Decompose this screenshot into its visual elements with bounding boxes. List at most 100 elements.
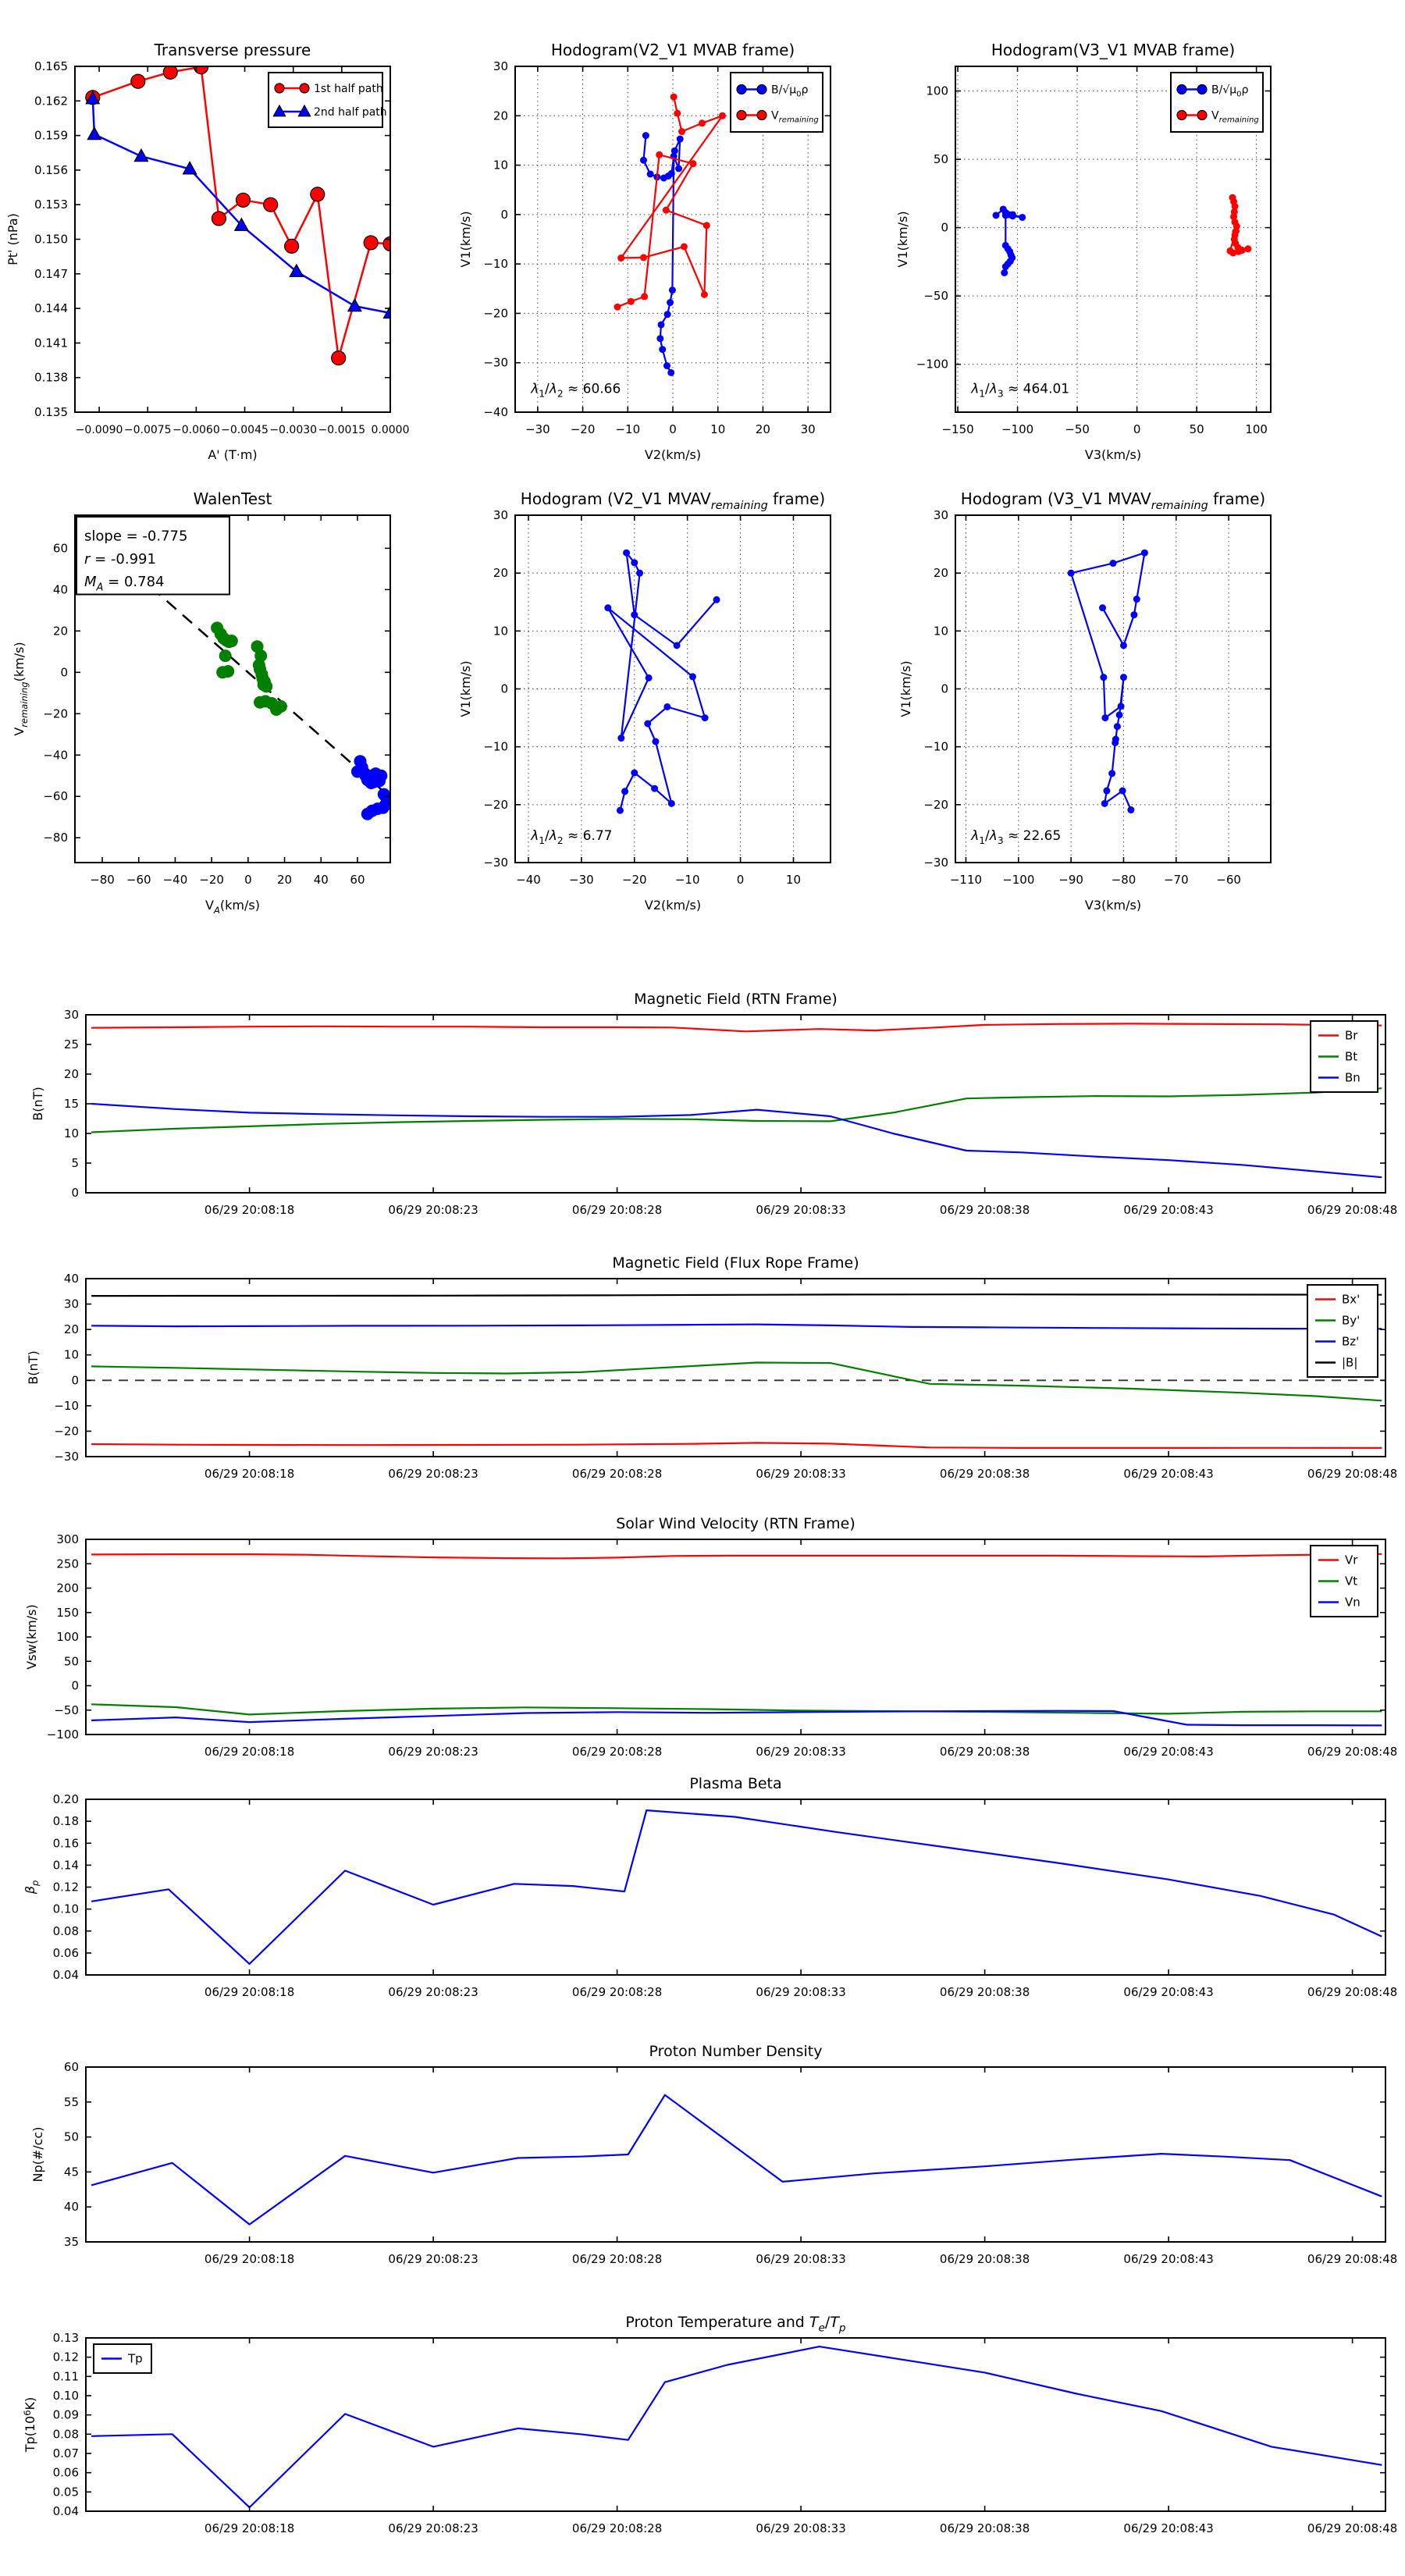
svg-text:Tp: Tp (127, 2352, 143, 2366)
svg-text:35: 35 (64, 2235, 79, 2249)
series-2ndhalfpath (91, 98, 391, 315)
svg-text:Vr: Vr (1345, 1553, 1358, 1567)
svg-text:−30: −30 (923, 856, 948, 870)
series-bx (91, 1442, 1382, 1449)
legend: Tp (93, 2343, 152, 2374)
svg-text:0.144: 0.144 (34, 301, 68, 315)
svg-text:50: 50 (1190, 422, 1204, 436)
svg-text:50: 50 (64, 1654, 79, 1668)
svg-text:40: 40 (53, 582, 68, 596)
svg-text:60: 60 (53, 541, 68, 555)
svg-text:15: 15 (64, 1097, 79, 1111)
svg-text:0.165: 0.165 (34, 59, 68, 73)
svg-text:06/29 20:08:18: 06/29 20:08:18 (205, 2252, 294, 2266)
plasma-beta: 06/29 20:08:18 06/29 20:08:23 06/29 20:08:… (23, 1775, 1397, 1999)
legend: Vr Vt Vn (1310, 1545, 1378, 1617)
svg-text:0.06: 0.06 (53, 2466, 79, 2480)
ticks: 06/29 20:08:18 06/29 20:08:23 06/29 20:08:… (64, 2060, 1397, 2266)
svg-text:25: 25 (64, 1037, 79, 1051)
svg-text:100: 100 (56, 1630, 79, 1644)
svg-text:0.0000: 0.0000 (372, 424, 410, 436)
svg-text:06/29 20:08:43: 06/29 20:08:43 (1123, 1467, 1213, 1481)
svg-text:06/29 20:08:18: 06/29 20:08:18 (205, 2521, 294, 2535)
svg-text:−80: −80 (43, 831, 68, 845)
axes-frame (955, 66, 1272, 413)
svg-text:−10: −10 (615, 422, 640, 436)
y-axis-label: βp (23, 1880, 41, 1895)
svg-text:Bz': Bz' (1342, 1335, 1359, 1349)
svg-text:−60: −60 (126, 873, 151, 887)
svg-text:30: 30 (493, 59, 508, 73)
series-v (617, 96, 724, 308)
markers-v (1226, 194, 1252, 257)
hodogram-v3v1-mvav: −110 −100 −90 −80 −70 −60−30−20−100102030Hodo… (898, 489, 1272, 913)
svg-text:slope = -0.775: slope = -0.775 (84, 528, 187, 545)
svg-text:1st half path: 1st half path (314, 83, 383, 95)
series-group (91, 1023, 1382, 1179)
grid (955, 514, 1271, 863)
svg-text:0.16: 0.16 (53, 1836, 79, 1850)
svg-text:−10: −10 (483, 740, 508, 754)
svg-text:0.09: 0.09 (53, 2408, 79, 2422)
plot-title: Hodogram (V3_V1 MVAVremaining frame) (961, 489, 1265, 512)
plot-title: Magnetic Field (Flux Rope Frame) (612, 1254, 859, 1272)
svg-text:0.138: 0.138 (34, 371, 68, 385)
svg-text:0.06: 0.06 (53, 1946, 79, 1960)
grid (515, 514, 831, 863)
svg-text:−30: −30 (483, 356, 508, 370)
svg-text:0.04: 0.04 (53, 1968, 79, 1982)
series-bz (91, 1323, 1382, 1330)
svg-text:−60: −60 (1216, 873, 1241, 887)
svg-text:10: 10 (64, 1348, 79, 1362)
y-axis-label: B(nT) (30, 1087, 45, 1120)
hodogram-v2v1-mvav: −40 −30 −20 −10 0 10 −30 −20 −10 0 10 20 30 Hodogram … (458, 489, 831, 913)
svg-text:30: 30 (64, 1008, 79, 1022)
plot-title: Hodogram(V3_V1 MVAB frame) (991, 41, 1235, 59)
svg-text:Bx': Bx' (1342, 1293, 1360, 1307)
svg-text:0.147: 0.147 (34, 267, 68, 281)
ticks: −30 −20 −10 0 10 20 30 −40 −30 −20 −10 0 10 20 30 (483, 59, 831, 436)
series-group (91, 1809, 1382, 1965)
axes-frame (85, 2337, 1386, 2512)
svg-text:0.20: 0.20 (53, 1792, 79, 1806)
svg-text:20: 20 (53, 624, 68, 638)
svg-text:−20: −20 (43, 706, 68, 720)
svg-text:10: 10 (64, 1126, 79, 1140)
svg-text:−100: −100 (1001, 422, 1033, 436)
svg-text:0.13: 0.13 (53, 2331, 79, 2345)
y-axis-label: Vsw(km/s) (24, 1604, 39, 1669)
markers-v (1067, 549, 1148, 814)
svg-text:0.07: 0.07 (53, 2446, 79, 2460)
transverse-pressure: −0.0090 −0.0075 −0.0060 −0.0045 −0.0030 −0.00… (5, 41, 410, 462)
svg-text:40: 40 (314, 873, 329, 887)
svg-text:06/29 20:08:33: 06/29 20:08:33 (756, 2521, 845, 2535)
x-axis-label: V3(km/s) (1085, 898, 1141, 913)
annotation: λ1/λ3 ≈ 464.01 (970, 382, 1069, 400)
svg-text:0.04: 0.04 (53, 2504, 79, 2518)
svg-text:Bt: Bt (1345, 1050, 1357, 1064)
series-tp (91, 2346, 1382, 2509)
svg-text:0.10: 0.10 (53, 1902, 79, 1916)
svg-text:06/29 20:08:28: 06/29 20:08:28 (572, 2252, 662, 2266)
y-axis-label: V1(km/s) (895, 211, 910, 267)
svg-text:40: 40 (64, 1272, 79, 1286)
svg-text:−20: −20 (571, 422, 596, 436)
svg-text:06/29 20:08:38: 06/29 20:08:38 (940, 1467, 1030, 1481)
series-group (1067, 549, 1148, 814)
series-vn (91, 1710, 1382, 1727)
axes-frame (85, 2066, 1386, 2243)
ticks: 06/29 20:08:18 06/29 20:08:23 06/29 20:08:… (53, 2331, 1398, 2535)
x-axis-label: A' (T·m) (208, 447, 257, 462)
svg-text:−40: −40 (483, 405, 508, 419)
svg-text:06/29 20:08:28: 06/29 20:08:28 (572, 2521, 662, 2535)
annotation: λ1/λ3 ≈ 22.65 (970, 828, 1061, 846)
svg-text:−100: −100 (47, 1727, 79, 1742)
svg-text:06/29 20:08:33: 06/29 20:08:33 (756, 1203, 845, 1217)
svg-text:06/29 20:08:43: 06/29 20:08:43 (1123, 1745, 1213, 1759)
svg-text:0.05: 0.05 (53, 2485, 79, 2499)
svg-text:30: 30 (493, 508, 508, 522)
markers-middlethird (211, 621, 287, 716)
svg-text:−0.0015: −0.0015 (318, 424, 365, 436)
svg-text:06/29 20:08:48: 06/29 20:08:48 (1307, 1467, 1397, 1481)
